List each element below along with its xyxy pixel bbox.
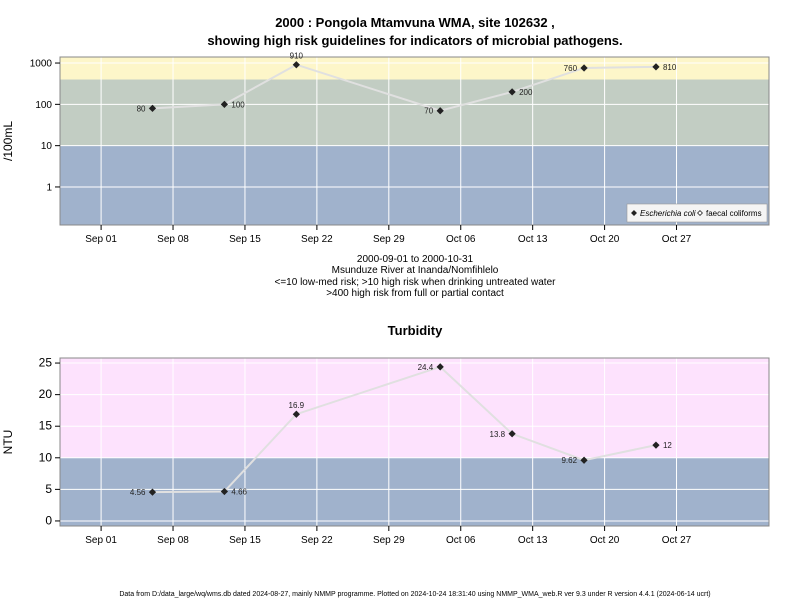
subtitle-line: >400 high risk from full or partial cont… <box>326 288 504 299</box>
y-axis-label: NTU <box>1 430 15 455</box>
x-tick-label: Oct 06 <box>446 535 476 546</box>
legend-label: faecal coliforms <box>706 209 762 218</box>
legend-box <box>626 203 768 223</box>
data-label: 16.9 <box>289 401 305 410</box>
data-point <box>220 487 229 496</box>
data-point <box>508 430 516 438</box>
data-label: 9.62 <box>561 456 577 465</box>
panel-subtitle: 2000-09-01 to 2000-10-31 Msunduze River … <box>275 254 557 299</box>
y-tick-label: 10 <box>41 141 53 152</box>
data-label: 70 <box>424 107 433 116</box>
data-point <box>652 63 660 71</box>
data-point <box>580 456 588 464</box>
legend-marker <box>631 210 637 216</box>
x-tick-label: Oct 27 <box>662 535 692 546</box>
x-tick-label: Sep 01 <box>85 234 117 245</box>
data-point <box>148 104 157 112</box>
subtitle-line: Msunduze River at Inanda/Nomfihlelo <box>332 265 499 276</box>
data-point <box>436 363 444 371</box>
data-point <box>148 488 157 496</box>
data-point <box>652 441 660 449</box>
y-tick-label: 10 <box>39 450 53 464</box>
data-point <box>436 107 444 115</box>
x-tick-label: Oct 13 <box>518 234 548 245</box>
x-tick-label: Sep 22 <box>301 234 333 245</box>
x-tick-label: Oct 27 <box>662 234 692 245</box>
y-tick-label: 20 <box>39 387 53 401</box>
data-label: 24.4 <box>418 363 434 372</box>
x-tick-label: Sep 29 <box>373 535 405 546</box>
x-tick-label: Oct 13 <box>518 535 548 546</box>
data-point <box>580 64 588 72</box>
y-tick-label: 5 <box>45 482 52 496</box>
chart-title-line1: 2000 : Pongola Mtamvuna WMA, site 102632… <box>275 15 555 30</box>
y-tick-label: 15 <box>39 419 53 433</box>
x-tick-label: Oct 20 <box>590 535 620 546</box>
y-tick-label: 100 <box>35 100 52 111</box>
data-label: 810 <box>663 63 677 72</box>
data-label: 13.8 <box>490 430 506 439</box>
data-label: 80 <box>137 104 146 113</box>
microbial-panel: 1 10 100 1000 Sep 01 Sep 08 Sep 15 Sep 22 Sep 29… <box>1 52 770 245</box>
plot-frame <box>59 56 770 226</box>
y-axis-label: /100mL <box>1 121 15 161</box>
data-point <box>292 410 300 418</box>
data-point <box>508 88 516 96</box>
data-label: 910 <box>290 52 304 61</box>
x-tick-label: Sep 22 <box>301 535 333 546</box>
x-tick-label: Sep 08 <box>157 234 189 245</box>
data-label: 4.56 <box>130 488 146 497</box>
x-tick-label: Sep 15 <box>229 234 261 245</box>
risk-band <box>60 79 769 146</box>
chart-title-line2: showing high risk guidelines for indicat… <box>207 33 622 48</box>
x-tick-label: Sep 15 <box>229 535 261 546</box>
data-label: 100 <box>231 100 245 109</box>
footer-note: Data from D:/data_large/wq/wms.db dated … <box>119 591 710 598</box>
data-label: 4.66 <box>231 488 247 497</box>
x-tick-label: Sep 29 <box>373 234 405 245</box>
x-tick-label: Oct 20 <box>590 234 620 245</box>
plot-frame <box>59 357 770 527</box>
x-tick-label: Sep 08 <box>157 535 189 546</box>
y-tick-label: 1000 <box>30 59 53 70</box>
turbidity-panel: 0 5 10 15 20 25 Sep 01 Sep 08 Sep 15 Sep 22 Sep 29… <box>1 323 770 546</box>
legend-marker <box>697 210 703 216</box>
data-label: 12 <box>663 441 672 450</box>
data-label: 760 <box>564 64 578 73</box>
x-tick-label: Oct 06 <box>446 234 476 245</box>
subtitle-line: 2000-09-01 to 2000-10-31 <box>357 254 474 265</box>
subtitle-line: <=10 low-med risk; >10 high risk when dr… <box>275 277 557 288</box>
x-tick-label: Sep 01 <box>85 535 117 546</box>
panel-title: Turbidity <box>388 323 443 338</box>
data-point <box>220 100 229 108</box>
y-tick-label: 25 <box>39 356 53 370</box>
y-tick-label: 0 <box>45 513 52 527</box>
y-tick-label: 1 <box>46 182 52 193</box>
data-label: 200 <box>519 88 533 97</box>
legend-label: Escherichia coli <box>640 209 696 218</box>
data-point <box>292 61 300 69</box>
